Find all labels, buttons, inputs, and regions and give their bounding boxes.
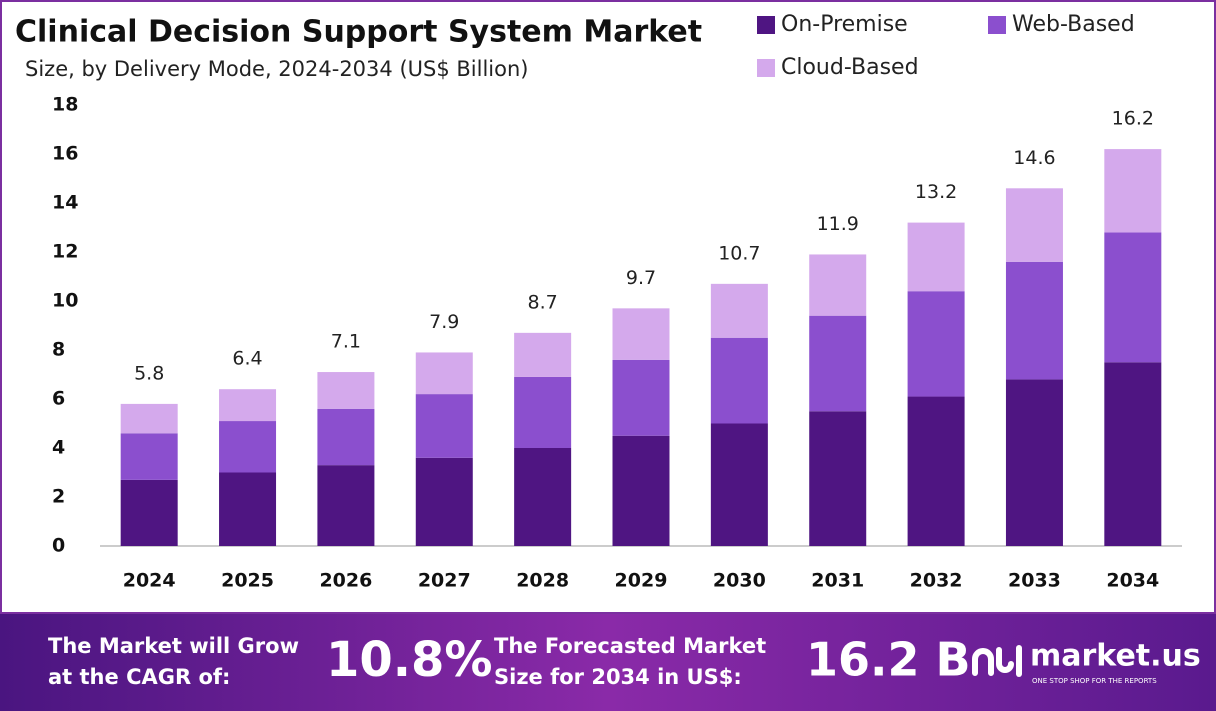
y-tick-label: 0 (52, 535, 65, 557)
cagr-label: at the CAGR of: (48, 665, 230, 689)
y-tick-label: 2 (52, 486, 65, 508)
bar-segment (1104, 149, 1162, 233)
total-label: 8.7 (528, 291, 558, 313)
bar-segment (612, 435, 670, 546)
bar-segment (612, 308, 670, 360)
bar-segment (317, 465, 375, 546)
legend-label: Cloud-Based (781, 55, 919, 80)
cagr-label: The Market will Grow (48, 634, 299, 658)
cagr-value: 10.8% (326, 632, 493, 688)
brand-logo (972, 645, 1022, 677)
x-tick-label: 2025 (221, 570, 274, 592)
total-label: 7.9 (429, 311, 459, 333)
legend-label: Web-Based (1012, 12, 1135, 37)
total-label: 14.6 (1013, 147, 1055, 169)
bar-segment (120, 479, 178, 546)
bar-segment (710, 337, 768, 424)
bar-segment (907, 222, 965, 292)
bar-segment (219, 389, 277, 422)
legend-swatch (757, 59, 775, 77)
bar-segment (219, 421, 277, 473)
total-label: 9.7 (626, 267, 656, 289)
y-tick-label: 14 (52, 192, 78, 214)
x-tick-label: 2024 (123, 570, 176, 592)
y-tick-label: 16 (52, 143, 78, 165)
total-label: 13.2 (915, 181, 957, 203)
bar-segment (317, 372, 375, 409)
plot: 0 2 4 6 8 10 12 14 16 18 5.8 2024 6.4 2025 7.1 2026 7.9 2… (52, 12, 1182, 592)
forecast-label: The Forecasted Market (494, 634, 766, 658)
bar-segment (1104, 362, 1162, 546)
brand-tagline: ONE STOP SHOP FOR THE REPORTS (1032, 677, 1157, 685)
total-label: 10.7 (718, 242, 760, 264)
x-tick-label: 2028 (516, 570, 569, 592)
bar-segment (120, 403, 178, 434)
bar-segment (1104, 232, 1162, 363)
bar-segment (1005, 379, 1063, 546)
y-tick-label: 6 (52, 388, 65, 410)
y-tick-label: 8 (52, 339, 65, 361)
legend-swatch (757, 16, 775, 34)
bar-segment (1005, 188, 1063, 262)
bar-segment (514, 332, 572, 377)
bar-segment (415, 457, 473, 546)
bar-segment (120, 433, 178, 480)
bar-segment (907, 396, 965, 546)
y-tick-label: 10 (52, 290, 78, 312)
bar-segment (907, 291, 965, 397)
x-tick-label: 2033 (1008, 570, 1061, 592)
x-tick-label: 2031 (811, 570, 864, 592)
bar-segment (809, 411, 867, 546)
x-tick-label: 2034 (1106, 570, 1159, 592)
bar-segment (809, 254, 867, 316)
forecast-value: 16.2 B (806, 633, 971, 687)
chart-subtitle: Size, by Delivery Mode, 2024-2034 (US$ B… (25, 57, 528, 81)
x-tick-label: 2032 (910, 570, 963, 592)
bar-segment (415, 352, 473, 395)
total-label: 5.8 (134, 362, 164, 384)
bar-segment (317, 408, 375, 466)
x-tick-label: 2026 (319, 570, 372, 592)
bar-segment (710, 423, 768, 546)
bar-segment (612, 359, 670, 436)
y-tick-label: 4 (52, 437, 65, 459)
bar-segment (1005, 261, 1063, 380)
x-tick-label: 2027 (418, 570, 471, 592)
bar-segment (809, 315, 867, 412)
total-label: 7.1 (331, 331, 361, 353)
total-label: 11.9 (817, 213, 859, 235)
total-label: 16.2 (1112, 108, 1154, 130)
bar-segment (710, 283, 768, 338)
bar-segment (514, 448, 572, 546)
x-tick-label: 2030 (713, 570, 766, 592)
total-label: 6.4 (232, 348, 262, 370)
y-tick-label: 12 (52, 241, 78, 263)
legend-label: On-Premise (781, 12, 908, 37)
brand-name: market.us (1030, 639, 1201, 674)
x-tick-label: 2029 (615, 570, 668, 592)
bar-segment (514, 376, 572, 448)
legend-swatch (988, 16, 1006, 34)
forecast-label: Size for 2034 in US$: (494, 665, 742, 689)
bar-segment (219, 472, 277, 546)
bar-segment (415, 394, 473, 458)
chart-title: Clinical Decision Support System Market (15, 15, 702, 50)
y-tick-label: 18 (52, 94, 78, 116)
